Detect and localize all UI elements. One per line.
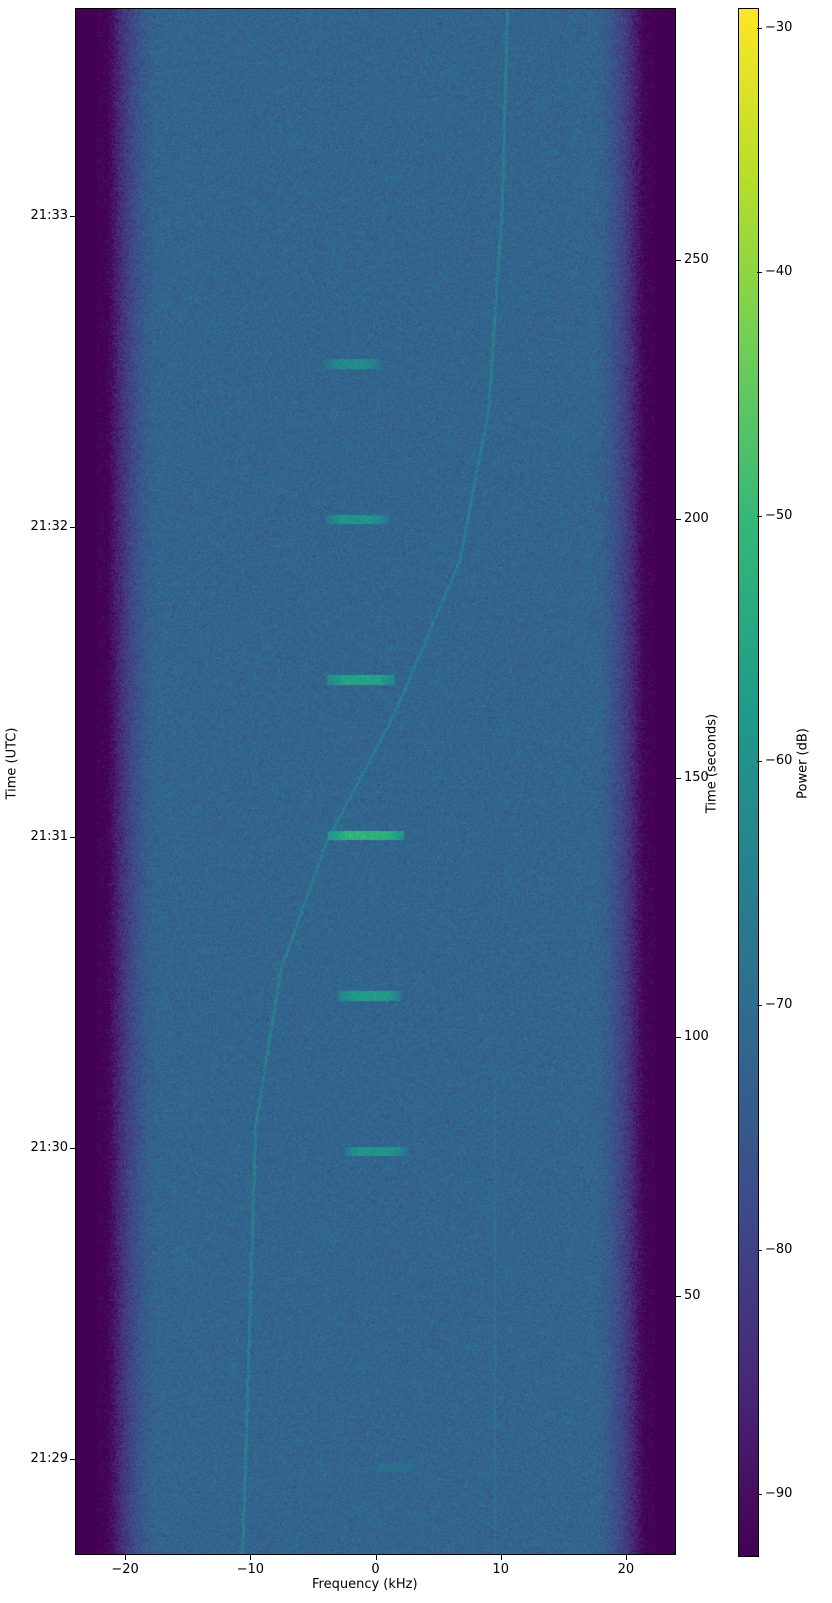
- colorbar: [738, 8, 759, 1557]
- x-tick-label: −20: [105, 1562, 145, 1577]
- left-y-tick: [70, 216, 75, 217]
- right-y-tick: [676, 1037, 681, 1038]
- colorbar-tick: [757, 1250, 762, 1251]
- colorbar-tick-label: −30: [765, 20, 792, 35]
- right-y-tick-label: 250: [684, 252, 709, 267]
- left-y-tick-label: 21:30: [23, 1140, 68, 1155]
- x-tick-label: −10: [230, 1562, 270, 1577]
- x-tick-label: 20: [606, 1562, 646, 1577]
- left-y-axis-label: Time (UTC): [5, 724, 20, 804]
- colorbar-tick-label: −40: [765, 264, 792, 279]
- colorbar-tick: [757, 761, 762, 762]
- right-y-tick: [676, 260, 681, 261]
- colorbar-tick: [757, 28, 762, 29]
- x-tick: [501, 1555, 502, 1560]
- left-y-tick: [70, 1459, 75, 1460]
- colorbar-tick-label: −60: [765, 753, 792, 768]
- colorbar-tick: [757, 1005, 762, 1006]
- left-y-tick-label: 21:29: [23, 1451, 68, 1466]
- colorbar-label: Power (dB): [796, 714, 811, 814]
- colorbar-tick: [757, 1494, 762, 1495]
- spectrogram-figure: −20 −10 0 10 20 21:29 21:30 21:31 21:32 21:33 50 10…: [0, 0, 832, 1603]
- left-y-tick-label: 21:32: [23, 519, 68, 534]
- x-tick: [125, 1555, 126, 1560]
- x-axis-label: Frequency (kHz): [312, 1577, 418, 1592]
- right-y-tick: [676, 778, 681, 779]
- left-y-tick: [70, 1148, 75, 1149]
- x-tick-label: 10: [481, 1562, 521, 1577]
- right-y-tick-label: 100: [684, 1029, 709, 1044]
- colorbar-tick-label: −80: [765, 1242, 792, 1257]
- left-y-tick-label: 21:33: [23, 208, 68, 223]
- right-y-tick-label: 200: [684, 511, 709, 526]
- x-tick-label: 0: [356, 1562, 396, 1577]
- colorbar-tick-label: −50: [765, 508, 792, 523]
- x-tick: [250, 1555, 251, 1560]
- colorbar-tick-label: −70: [765, 997, 792, 1012]
- colorbar-tick: [757, 516, 762, 517]
- right-y-axis-label: Time (seconds): [705, 709, 720, 819]
- right-y-tick-label: 50: [684, 1288, 701, 1303]
- left-y-tick: [70, 527, 75, 528]
- plot-frame: [75, 8, 676, 1555]
- colorbar-tick: [757, 272, 762, 273]
- left-y-tick: [70, 837, 75, 838]
- x-tick: [626, 1555, 627, 1560]
- left-y-tick-label: 21:31: [23, 829, 68, 844]
- x-tick: [376, 1555, 377, 1560]
- colorbar-tick-label: −90: [765, 1486, 792, 1501]
- right-y-tick: [676, 519, 681, 520]
- right-y-tick: [676, 1296, 681, 1297]
